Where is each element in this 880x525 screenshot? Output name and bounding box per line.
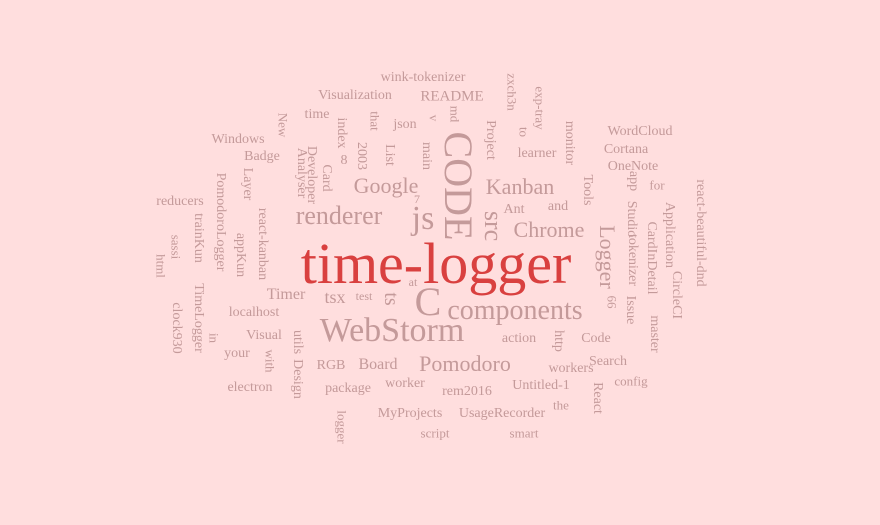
word-chrome: Chrome — [513, 217, 585, 242]
word-onenote: OneNote — [607, 159, 659, 174]
word-tools: Tools — [580, 174, 595, 206]
word-webstorm: WebStorm — [319, 312, 465, 349]
word-wordcloud: WordCloud — [607, 124, 673, 139]
word-untitled-1: Untitled-1 — [512, 378, 570, 393]
word-board: Board — [358, 356, 398, 373]
word-tokenizer: tokenizer — [625, 233, 640, 287]
word-http: http — [551, 330, 566, 352]
word-code-small: Code — [581, 331, 611, 346]
word-exp-tray: exp-tray — [532, 86, 548, 130]
word-studio: Studio — [624, 200, 639, 238]
word-time: time — [304, 107, 330, 122]
word-circleci: CircleCI — [669, 270, 684, 320]
word-the: the — [553, 397, 569, 413]
word-appkun: appKun — [233, 232, 248, 278]
word-pomodoro: Pomodoro — [419, 351, 511, 376]
word-visualization: Visualization — [318, 88, 392, 103]
word-timelogger: TimeLogger — [191, 283, 206, 353]
word-clock930: clock930 — [169, 302, 184, 354]
word-and: and — [547, 199, 569, 214]
word-timer: Timer — [266, 286, 306, 303]
word-design: Design — [290, 359, 305, 399]
word-electron: electron — [227, 380, 273, 395]
word-developer: Developer — [304, 145, 319, 205]
word-main: main — [419, 142, 434, 170]
word-badge: Badge — [244, 149, 280, 164]
word-trainkun: trainKun — [191, 213, 206, 263]
word-ts: ts — [380, 292, 402, 306]
word-card: Card — [319, 164, 334, 192]
word-issue: Issue — [623, 295, 638, 325]
word-utils: utils — [290, 329, 305, 355]
word-project: Project — [483, 120, 498, 160]
word-with: with — [262, 349, 278, 373]
word-at: at — [408, 275, 418, 289]
word-workers: workers — [548, 361, 594, 376]
word-8: 8 — [340, 153, 348, 168]
word-logger: Logger — [595, 225, 620, 289]
word-master: master — [647, 315, 662, 353]
word-search: Search — [588, 354, 628, 369]
word-localhost: localhost — [228, 305, 280, 320]
word-rem2016: rem2016 — [442, 384, 492, 399]
word-layer: Layer — [240, 167, 255, 201]
word-zxch3n: zxch3n — [504, 73, 520, 111]
word-to: to — [516, 126, 532, 138]
word-c: C — [414, 279, 442, 324]
word-time-logger: time-logger — [300, 231, 572, 296]
word-smart: smart — [509, 425, 539, 441]
word-readme: README — [420, 88, 484, 105]
word-logger-small: logger — [334, 410, 350, 444]
word-test: test — [355, 289, 373, 303]
word-app: app — [626, 170, 641, 192]
word-html: html — [153, 254, 169, 278]
word-for: for — [649, 177, 665, 193]
word-src: src — [479, 210, 508, 242]
word-wink-tokenizer: wink-tokenizer — [380, 70, 466, 85]
word-myprojects: MyProjects — [377, 406, 443, 421]
word-renderer: renderer — [295, 201, 383, 230]
word-tsx: tsx — [324, 287, 346, 307]
word-pomodorologger: PomodoroLogger — [213, 172, 228, 272]
word-react-kanban: react-kanban — [255, 207, 270, 281]
word-worker: worker — [385, 376, 425, 391]
word-in: in — [206, 332, 222, 344]
word-google: Google — [353, 173, 419, 198]
word-json: json — [393, 117, 417, 132]
word-rgb: RGB — [316, 358, 346, 373]
word-kanban: Kanban — [485, 174, 555, 199]
word-v: v — [426, 114, 442, 122]
word-windows: Windows — [211, 132, 265, 147]
word-components: components — [447, 295, 583, 326]
word-js: js — [411, 200, 435, 237]
word-reducers: reducers — [156, 194, 204, 209]
word-7: 7 — [414, 192, 420, 206]
word-sassi: sassi — [168, 234, 184, 260]
word-list: List — [382, 144, 397, 166]
word-that: that — [367, 111, 383, 131]
word-script: script — [420, 425, 450, 441]
word-code: CODE — [436, 131, 481, 241]
word-your: your — [224, 346, 250, 361]
word-66: 66 — [604, 295, 620, 309]
word-visual: Visual — [246, 328, 282, 343]
word-usagerecorder: UsageRecorder — [458, 406, 546, 421]
word-ant: Ant — [503, 202, 525, 217]
word-cortana: Cortana — [603, 142, 649, 157]
word-monitor: monitor — [562, 120, 577, 166]
word-application: Application — [662, 201, 677, 269]
word-cardindetail: CardInDetail — [644, 221, 659, 295]
word-learner: learner — [517, 146, 557, 161]
word-2003: 2003 — [354, 142, 369, 170]
word-action: action — [501, 331, 537, 346]
word-react-beautiful-dnd: react-beautiful-dnd — [693, 179, 708, 287]
word-new: New — [275, 112, 291, 138]
word-react: React — [590, 382, 605, 414]
word-md: md — [447, 105, 463, 123]
word-index: index — [334, 117, 349, 149]
word-package: package — [325, 381, 371, 396]
word-config: config — [614, 373, 648, 389]
